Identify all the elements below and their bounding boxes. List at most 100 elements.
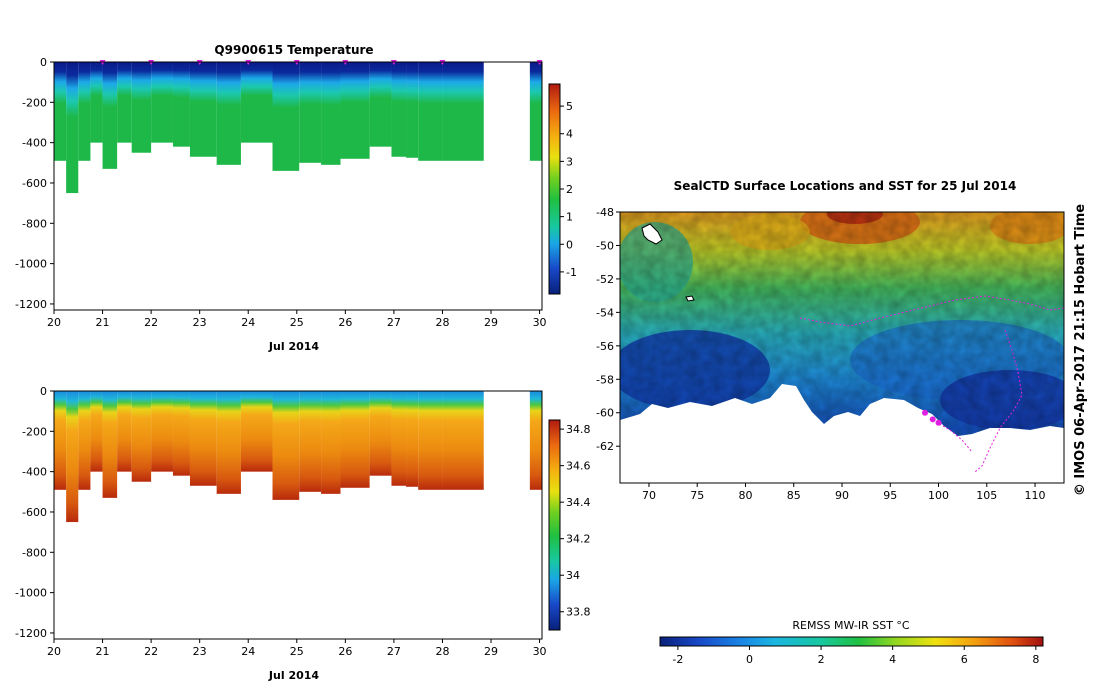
profile-column bbox=[54, 391, 67, 490]
sst-map-lon-axis: 70 75 80 85 90 95 100 105 110 bbox=[642, 483, 1046, 502]
profile-column bbox=[529, 62, 542, 161]
sst-colorbar-tick-label: 6 bbox=[961, 653, 968, 666]
y-tick-label: -200 bbox=[22, 96, 47, 109]
imos-timestamp-note: © IMOS 06-Apr-2017 21:15 Hobart Time bbox=[1073, 204, 1088, 496]
y-tick-label: -1000 bbox=[15, 258, 47, 271]
profile-column bbox=[151, 391, 173, 472]
lon-tick-label: 90 bbox=[835, 489, 849, 502]
lon-tick-label: 80 bbox=[738, 489, 752, 502]
x-tick-label: 20 bbox=[47, 645, 61, 658]
colorbar-tick-label: 2 bbox=[566, 183, 573, 196]
profile-column bbox=[102, 62, 118, 169]
colorbar-tick-label: 34 bbox=[566, 569, 580, 582]
salinity-section-panel: 0 -200 -400 -600 -800 -1000 -1200 20 21 22 23 24 25… bbox=[15, 385, 590, 682]
profile-column bbox=[340, 391, 370, 488]
profile-column bbox=[117, 391, 132, 472]
profile-column bbox=[78, 391, 91, 490]
profile-column bbox=[299, 391, 322, 492]
y-tick-label: -600 bbox=[22, 177, 47, 190]
lon-tick-label: 95 bbox=[883, 489, 897, 502]
profile-column bbox=[90, 391, 103, 472]
x-tick-label: 25 bbox=[290, 645, 304, 658]
profile-column bbox=[90, 62, 103, 143]
profile-column bbox=[240, 62, 273, 143]
profile-column bbox=[131, 391, 152, 482]
island-kerguelen bbox=[641, 223, 663, 245]
colorbar-tick-label: 34.4 bbox=[566, 496, 591, 509]
temperature-chart-title: Q9900615 Temperature bbox=[214, 43, 373, 57]
profile-column bbox=[240, 391, 273, 472]
x-tick-label: 24 bbox=[241, 316, 255, 329]
colorbar-tick-label: 33.8 bbox=[566, 606, 591, 619]
lon-tick-label: 70 bbox=[642, 489, 656, 502]
x-tick-label: 22 bbox=[144, 645, 158, 658]
x-tick-label: 28 bbox=[435, 316, 449, 329]
temperature-section-panel: Q9900615 Temperature 0 -200 -400 -600 -800 -1… bbox=[15, 43, 577, 353]
seal-surface-locations bbox=[922, 409, 942, 426]
seal-location-point bbox=[935, 419, 942, 426]
salinity-x-axis-label: Jul 2014 bbox=[268, 669, 319, 682]
y-tick-label: -200 bbox=[22, 425, 47, 438]
profile-column bbox=[78, 62, 91, 161]
profile-column bbox=[391, 391, 407, 486]
sst-colorbar-tick-label: 4 bbox=[889, 653, 896, 666]
x-tick-label: 24 bbox=[241, 645, 255, 658]
y-tick-label: 0 bbox=[40, 56, 47, 69]
lon-tick-label: 75 bbox=[690, 489, 704, 502]
colorbar-tick-label: 5 bbox=[566, 100, 573, 113]
lat-tick-label: -54 bbox=[596, 306, 614, 319]
sst-field bbox=[620, 212, 1064, 483]
lon-tick-label: 105 bbox=[976, 489, 997, 502]
profile-column bbox=[529, 391, 542, 490]
sst-map-panel: SealCTD Surface Locations and SST for 25… bbox=[596, 179, 1088, 666]
profile-column bbox=[66, 391, 79, 523]
lon-tick-label: 85 bbox=[787, 489, 801, 502]
temperature-colorbar-ticks: -1 0 1 2 3 4 5 bbox=[560, 100, 577, 279]
sea-ice-edge bbox=[620, 384, 1064, 483]
y-tick-label: -800 bbox=[22, 546, 47, 559]
y-tick-label: -800 bbox=[22, 217, 47, 230]
y-tick-label: -400 bbox=[22, 466, 47, 479]
profile-column bbox=[442, 391, 484, 490]
profile-column bbox=[406, 391, 419, 487]
lat-tick-label: -60 bbox=[596, 407, 614, 420]
salinity-colorbar bbox=[548, 419, 561, 631]
x-tick-label: 30 bbox=[533, 645, 547, 658]
sst-map-lat-axis: -48 -50 -52 -54 -56 -58 -60 -62 bbox=[596, 206, 620, 453]
profile-column bbox=[442, 62, 484, 161]
y-tick-label: -400 bbox=[22, 137, 47, 150]
sst-colorbar-tick-label: 0 bbox=[746, 653, 753, 666]
colorbar-tick-label: 0 bbox=[566, 238, 573, 251]
x-tick-label: 25 bbox=[290, 316, 304, 329]
colorbar-tick-label: 4 bbox=[566, 128, 573, 141]
profile-column bbox=[406, 62, 419, 158]
x-tick-label: 29 bbox=[484, 316, 498, 329]
salinity-plot-frame bbox=[53, 390, 543, 640]
profile-column bbox=[369, 391, 392, 476]
sst-colorbar-tick-label: 2 bbox=[818, 653, 825, 666]
island-heard bbox=[685, 295, 695, 302]
profile-column bbox=[151, 62, 173, 143]
salinity-data-layer bbox=[54, 391, 542, 523]
x-tick-label: 23 bbox=[193, 645, 207, 658]
x-tick-label: 29 bbox=[484, 645, 498, 658]
temperature-data-layer bbox=[54, 60, 543, 194]
profile-column bbox=[66, 62, 79, 194]
colorbar-tick-label: 34.6 bbox=[566, 460, 591, 473]
lat-tick-label: -58 bbox=[596, 373, 614, 386]
temperature-x-axis-label: Jul 2014 bbox=[268, 340, 319, 353]
x-tick-label: 30 bbox=[533, 316, 547, 329]
sst-colorbar-label: REMSS MW-IR SST °C bbox=[792, 619, 910, 632]
seal-location-point bbox=[922, 409, 929, 416]
seal-track-north bbox=[799, 295, 1064, 327]
x-tick-label: 27 bbox=[387, 316, 401, 329]
sst-map-title: SealCTD Surface Locations and SST for 25… bbox=[674, 179, 1017, 193]
profile-column bbox=[216, 391, 241, 494]
y-tick-label: -600 bbox=[22, 506, 47, 519]
sst-colorbar bbox=[659, 636, 1044, 647]
x-tick-label: 28 bbox=[435, 645, 449, 658]
profile-column bbox=[189, 62, 217, 157]
seal-track-local bbox=[935, 421, 973, 453]
profile-column bbox=[321, 391, 341, 494]
